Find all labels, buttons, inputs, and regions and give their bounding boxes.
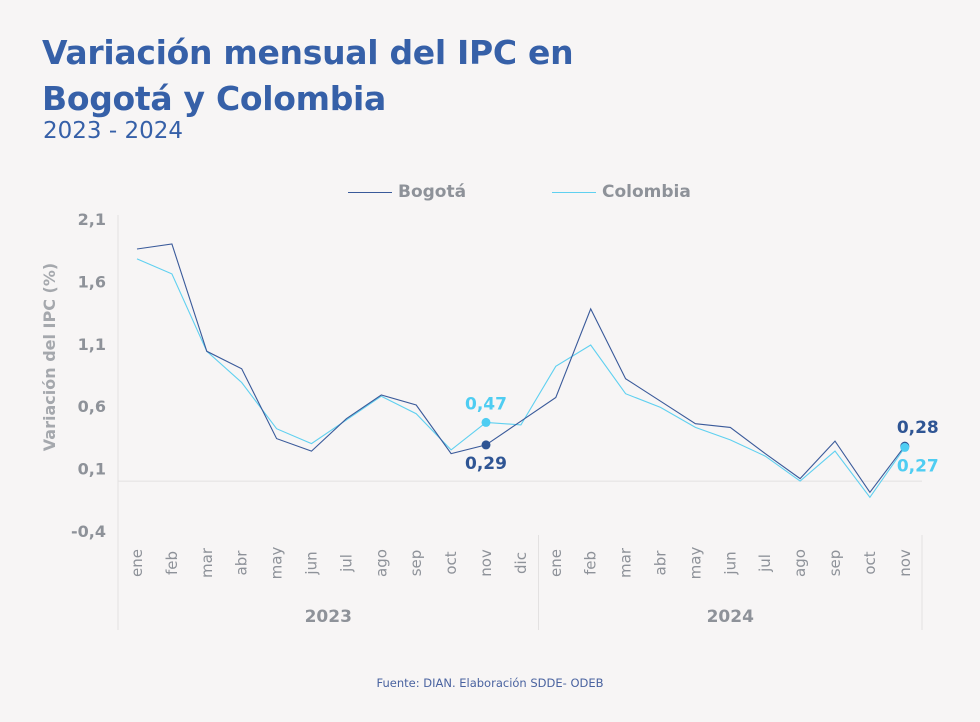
- data-annotations: 0,47 0,29 0,28 0,27: [465, 394, 939, 476]
- x-tick-label: ago: [791, 549, 809, 577]
- x-tick-label: abr: [652, 550, 670, 576]
- legend: Bogotá Colombia: [0, 182, 980, 204]
- x-tick-label: jun: [721, 551, 739, 575]
- chart-subtitle: 2023 - 2024: [43, 118, 183, 144]
- series-line-bogota: [136, 243, 906, 494]
- data-label: 0,28: [897, 418, 939, 438]
- x-tick-label: sep: [826, 550, 844, 577]
- title-line-2: Bogotá y Colombia: [42, 79, 387, 118]
- x-tick-label: oct: [861, 551, 879, 574]
- data-point-marker: [481, 440, 491, 450]
- x-tick-label: jun: [303, 551, 321, 575]
- x-tick-label: oct: [442, 551, 460, 574]
- y-ticks: 2,1 1,6 1,1 0,6 0,1 -0,4: [71, 210, 106, 541]
- data-point-marker: [900, 442, 910, 452]
- y-tick-label: 1,6: [78, 272, 106, 291]
- y-tick-label: 0,6: [78, 397, 106, 416]
- legend-line-colombia: [552, 191, 596, 193]
- x-tick-label: may: [686, 547, 704, 580]
- legend-item-bogota: Bogotá: [348, 182, 466, 202]
- x-tick-label: ene: [128, 549, 146, 577]
- y-axis-label: Variación del IPC (%): [40, 263, 59, 451]
- y-tick-label: 0,1: [78, 460, 106, 479]
- data-label: 0,47: [465, 394, 507, 414]
- source-note: Fuente: DIAN. Elaboración SDDE- ODEB: [376, 676, 604, 690]
- legend-label-colombia: Colombia: [602, 182, 691, 202]
- x-categories: ene feb mar abr may jun jul ago sep oct nov dic2023…: [128, 547, 914, 627]
- axes: [117, 215, 923, 630]
- x-tick-label: nov: [477, 549, 495, 577]
- series-line-colombia: [136, 258, 906, 499]
- chart-title: Variación mensual del IPC en Bogotá y Co…: [42, 30, 574, 122]
- x-tick-label: dic: [512, 552, 530, 574]
- x-tick-label: jul: [337, 554, 355, 573]
- y-tick-label: 2,1: [78, 210, 106, 229]
- data-label: 0,29: [465, 454, 507, 474]
- data-point-marker: [481, 417, 491, 427]
- y-tick-label: -0,4: [71, 522, 106, 541]
- x-tick-label: may: [268, 547, 286, 580]
- x-tick-label: jul: [756, 554, 774, 573]
- legend-item-colombia: Colombia: [552, 182, 691, 202]
- title-line-1: Variación mensual del IPC en: [42, 33, 574, 72]
- x-group-label: 2023: [305, 607, 352, 627]
- legend-label-bogota: Bogotá: [398, 182, 467, 202]
- x-tick-label: sep: [407, 550, 425, 577]
- x-tick-label: ago: [372, 549, 390, 577]
- x-tick-label: mar: [617, 547, 635, 578]
- x-tick-label: feb: [582, 551, 600, 575]
- x-tick-label: nov: [896, 549, 914, 577]
- x-group-label: 2024: [707, 607, 754, 627]
- y-tick-label: 1,1: [78, 335, 106, 354]
- x-tick-label: mar: [198, 547, 216, 578]
- series-lines: [136, 243, 906, 499]
- x-tick-label: feb: [163, 551, 181, 575]
- data-label: 0,27: [897, 456, 939, 476]
- x-tick-label: ene: [547, 549, 565, 577]
- legend-line-bogota: [348, 191, 392, 193]
- x-tick-label: abr: [233, 550, 251, 576]
